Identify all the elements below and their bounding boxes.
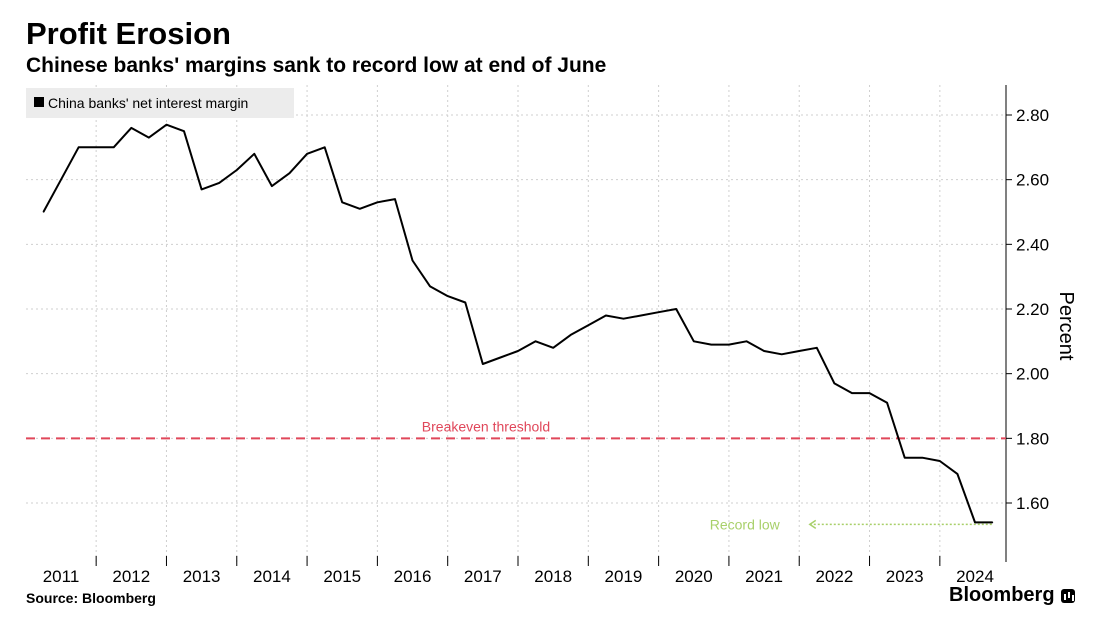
series-point xyxy=(991,521,994,524)
x-tick-label: 2017 xyxy=(464,567,502,586)
series-point xyxy=(60,179,62,181)
legend: China banks' net interest margin xyxy=(26,88,294,118)
breakeven-threshold-label: Breakeven threshold xyxy=(422,418,550,434)
series-point xyxy=(183,130,185,132)
series-point xyxy=(552,347,554,349)
series-point xyxy=(534,340,537,342)
x-tick-label: 2019 xyxy=(605,567,643,586)
series-point xyxy=(411,259,414,262)
y-tick-label: 2.00 xyxy=(1016,365,1049,384)
record-low-arrowhead xyxy=(808,519,817,530)
bloomberg-chart-icon xyxy=(1060,588,1075,603)
series-point xyxy=(236,169,238,171)
series-point xyxy=(798,350,800,352)
series-point xyxy=(745,340,748,342)
series-point xyxy=(605,314,607,317)
series-point xyxy=(201,188,203,190)
series-point xyxy=(271,185,273,187)
bloomberg-wordmark: Bloomberg xyxy=(949,584,1055,606)
series-point xyxy=(658,311,660,313)
x-tick-label: 2020 xyxy=(675,567,713,586)
x-tick-label: 2011 xyxy=(43,567,80,586)
series-point xyxy=(253,153,255,155)
x-tick-label: 2015 xyxy=(323,567,361,586)
y-tick-label: 1.60 xyxy=(1016,494,1049,513)
y-tick-label: 2.20 xyxy=(1016,300,1049,319)
series-point xyxy=(904,457,906,459)
series-point xyxy=(341,201,343,203)
x-tick-label: 2022 xyxy=(815,567,853,586)
y-tick-label: 2.40 xyxy=(1016,235,1049,254)
series-point xyxy=(165,124,168,126)
x-tick-label: 2013 xyxy=(183,567,221,586)
series-point xyxy=(148,137,150,139)
legend-swatch xyxy=(34,97,44,107)
series-point xyxy=(939,460,941,462)
series-point xyxy=(570,334,572,336)
y-axis: 2.80 2.60 2.40 2.20 2.00 1.80 1.60 xyxy=(1006,106,1049,513)
series-point xyxy=(482,363,484,365)
series-point xyxy=(693,340,695,342)
series-point xyxy=(833,382,835,384)
record-low-annotation: Record low xyxy=(710,516,993,532)
series-point xyxy=(956,473,959,475)
series-point xyxy=(781,353,783,355)
series-point xyxy=(77,146,80,148)
series-point xyxy=(728,343,730,346)
x-tick-label: 2024 xyxy=(956,567,994,586)
series-point xyxy=(218,182,220,184)
x-tick-label: 2016 xyxy=(394,567,432,586)
series-point xyxy=(640,314,642,317)
bloomberg-logo: Bloomberg xyxy=(949,584,1075,607)
series-point xyxy=(499,356,502,359)
y-axis-label: Percent xyxy=(1055,292,1077,361)
x-tick-label: 2023 xyxy=(886,567,924,586)
breakeven-annotation: Breakeven threshold xyxy=(26,418,1006,440)
series-point xyxy=(710,343,712,346)
series-point xyxy=(42,211,45,213)
legend-label: China banks' net interest margin xyxy=(48,95,248,111)
series-point xyxy=(587,324,589,326)
series-point xyxy=(376,201,378,203)
series-line-net-interest-margin xyxy=(42,123,993,524)
series-point xyxy=(447,295,449,297)
x-tick-label: 2014 xyxy=(253,567,291,586)
series-point xyxy=(763,350,765,352)
series-point xyxy=(324,146,326,148)
series-point xyxy=(622,318,625,320)
chart-title: Profit Erosion xyxy=(26,16,231,51)
x-tick-label: 2012 xyxy=(112,567,150,586)
chart-subtitle: Chinese banks' margins sank to record lo… xyxy=(26,54,607,77)
series-point xyxy=(517,350,519,352)
year-gridlines xyxy=(95,85,941,562)
series-point xyxy=(394,198,396,200)
legend-box xyxy=(26,88,294,118)
series-point xyxy=(868,392,871,394)
series-point xyxy=(851,392,853,394)
gridlines xyxy=(26,114,1006,504)
x-tick-label: 2018 xyxy=(534,567,572,586)
series-point xyxy=(921,457,923,459)
y-tick-label: 2.60 xyxy=(1016,171,1049,190)
series-point xyxy=(675,308,677,310)
y-tick-label: 2.80 xyxy=(1016,106,1049,125)
series-point xyxy=(886,402,888,404)
record-low-label: Record low xyxy=(710,516,781,532)
x-tick-label: 2021 xyxy=(745,567,783,586)
series-points xyxy=(42,124,994,524)
series-point xyxy=(816,347,818,349)
series-point xyxy=(464,301,466,304)
series-point xyxy=(130,127,132,129)
series-point xyxy=(288,172,291,174)
x-axis: 2011 2012 2013 2014 2015 2016 2017 2018 2019 2020… xyxy=(43,556,994,586)
series-point xyxy=(95,146,97,148)
series-point xyxy=(429,285,431,287)
series-point xyxy=(113,146,115,148)
series-point xyxy=(974,521,976,524)
series-point xyxy=(306,153,308,155)
y-tick-label: 1.80 xyxy=(1016,429,1049,448)
series-point xyxy=(359,208,361,210)
source-note: Source: Bloomberg xyxy=(26,590,156,606)
